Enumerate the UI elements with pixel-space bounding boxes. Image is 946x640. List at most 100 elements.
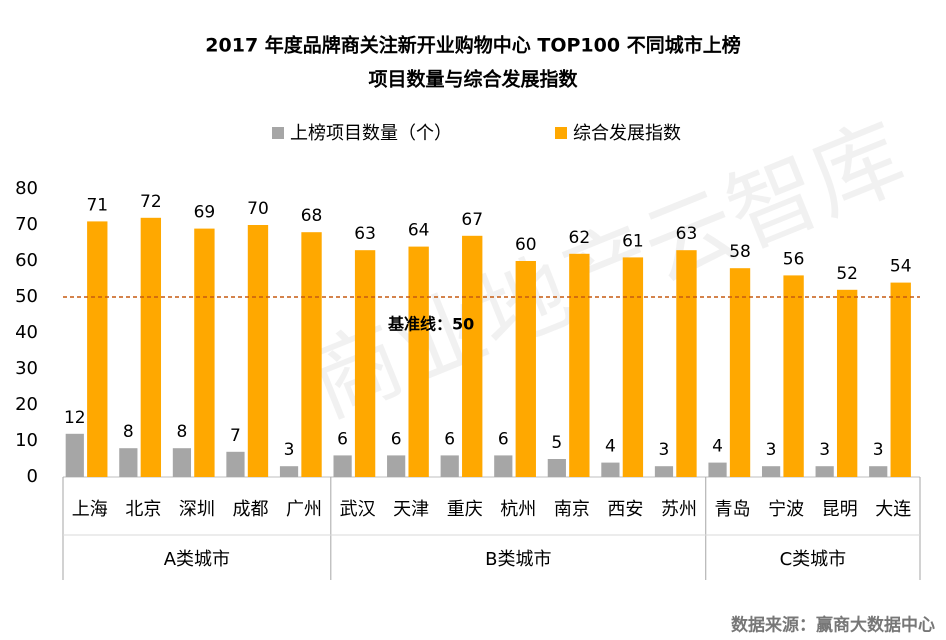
y-tick-label: 30 (15, 358, 38, 379)
y-tick-label: 20 (15, 394, 38, 415)
bar (869, 466, 888, 477)
bar (622, 257, 644, 477)
chart-subtitle: 项目数量与综合发展指数 (368, 68, 578, 91)
bar (333, 455, 352, 477)
bar (87, 221, 108, 477)
value-label: 71 (86, 195, 108, 215)
value-label: 72 (140, 192, 162, 212)
bar (761, 466, 781, 477)
x-tick-label: 上海 (72, 499, 108, 520)
bar (815, 466, 834, 477)
x-tick-label: 北京 (125, 499, 161, 520)
source-note: 数据来源：赢商大数据中心 (731, 615, 935, 636)
value-label: 4 (712, 437, 723, 457)
value-label: 4 (605, 437, 616, 457)
bar (783, 275, 804, 477)
x-tick-label: 武汉 (340, 499, 376, 520)
x-tick-label: 深圳 (179, 499, 215, 520)
value-label: 12 (64, 408, 86, 428)
value-label: 61 (622, 231, 644, 251)
y-tick-label: 60 (15, 250, 38, 271)
bar (247, 225, 269, 477)
bar (708, 462, 727, 477)
chart-title: 2017 年度品牌商关注新开业购物中心 TOP100 不同城市上榜 (205, 34, 740, 57)
value-label: 6 (444, 429, 455, 449)
legend-label: 上榜项目数量（个） (290, 123, 452, 144)
bar (569, 253, 590, 477)
value-label: 52 (836, 264, 858, 284)
value-label: 63 (354, 224, 376, 244)
bar (462, 235, 483, 477)
bar (301, 232, 322, 477)
bar (676, 250, 697, 477)
bar (729, 268, 751, 477)
value-label: 6 (337, 429, 348, 449)
x-tick-label: 杭州 (500, 499, 536, 520)
value-label: 67 (461, 210, 483, 230)
bar (836, 289, 858, 477)
bar (140, 217, 162, 478)
value-label: 8 (123, 422, 134, 442)
value-label: 3 (659, 440, 670, 460)
value-label: 6 (498, 429, 509, 449)
bar (226, 451, 245, 477)
x-tick-label: 南京 (554, 499, 590, 520)
value-label: 64 (408, 221, 430, 241)
value-label: 3 (284, 440, 295, 460)
value-label: 56 (783, 249, 805, 269)
bar (515, 261, 536, 477)
x-tick-label: 天津 (393, 499, 429, 520)
y-tick-label: 10 (15, 430, 38, 451)
bar (387, 455, 406, 477)
bar (408, 246, 429, 477)
value-label: 3 (766, 440, 777, 460)
y-tick-label: 80 (15, 178, 38, 199)
bar (547, 459, 566, 477)
value-label: 62 (569, 228, 591, 248)
value-label: 63 (676, 224, 698, 244)
value-label: 60 (515, 235, 537, 255)
legend-swatch (272, 127, 284, 139)
value-label: 3 (819, 440, 830, 460)
x-tick-label: 青岛 (715, 499, 751, 520)
x-tick-label: 昆明 (822, 499, 858, 520)
y-tick-label: 40 (15, 322, 38, 343)
group-label: C类城市 (780, 549, 847, 570)
x-tick-label: 大连 (875, 499, 911, 520)
value-label: 68 (301, 206, 323, 226)
x-tick-label: 成都 (232, 499, 268, 520)
legend-label: 综合发展指数 (573, 123, 681, 144)
y-tick-label: 50 (15, 286, 38, 307)
x-tick-label: 苏州 (661, 499, 697, 520)
value-label: 5 (551, 433, 562, 453)
value-label: 69 (194, 203, 216, 223)
bar (890, 282, 911, 477)
bar (354, 250, 376, 477)
y-tick-label: 70 (15, 214, 38, 235)
value-label: 6 (391, 429, 402, 449)
y-tick-label: 0 (27, 466, 38, 487)
x-tick-label: 广州 (286, 499, 322, 520)
value-label: 7 (230, 426, 241, 446)
bar (119, 448, 138, 477)
bar (654, 466, 674, 477)
legend-swatch (555, 127, 567, 139)
bar (172, 448, 192, 477)
value-label: 70 (247, 199, 269, 219)
bar (601, 462, 620, 477)
bar (65, 433, 84, 477)
group-label: A类城市 (164, 549, 230, 570)
x-tick-label: 重庆 (447, 499, 483, 520)
value-label: 58 (729, 242, 751, 262)
group-label: B类城市 (485, 549, 551, 570)
value-label: 8 (176, 422, 187, 442)
bar (194, 228, 215, 477)
x-tick-label: 宁波 (768, 499, 804, 520)
x-tick-label: 西安 (607, 499, 643, 520)
bar (279, 466, 299, 477)
bar (494, 455, 513, 477)
value-label: 54 (890, 257, 912, 277)
reference-label: 基准线：50 (387, 315, 474, 334)
bar (440, 455, 459, 477)
